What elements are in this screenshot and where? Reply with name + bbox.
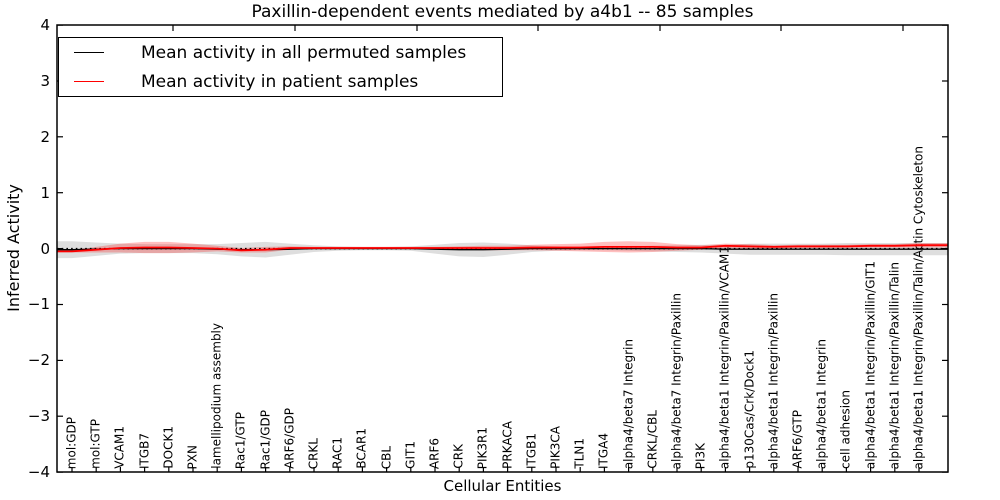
patient-mean-line bbox=[57, 244, 948, 253]
y-tick-label: −4 bbox=[27, 463, 50, 482]
legend-item-patient: Mean activity in patient samples bbox=[74, 72, 502, 92]
legend-item-permuted: Mean activity in all permuted samples bbox=[74, 43, 502, 63]
y-tick-label: 1 bbox=[40, 183, 50, 202]
y-tick-label: 3 bbox=[40, 71, 50, 90]
legend-line-permuted-icon bbox=[74, 52, 104, 53]
y-tick-label: −1 bbox=[27, 295, 50, 314]
y-tick-label: −2 bbox=[27, 351, 50, 370]
legend-label-permuted: Mean activity in all permuted samples bbox=[141, 42, 467, 63]
chart-title: Paxillin-dependent events mediated by a4… bbox=[251, 2, 754, 22]
plot-frame bbox=[56, 24, 949, 473]
y-tick-label: −3 bbox=[27, 407, 50, 426]
y-tick-label: 4 bbox=[40, 16, 50, 35]
x-axis-label: Cellular Entities bbox=[443, 477, 562, 495]
y-tick-label: 0 bbox=[40, 239, 50, 258]
y-tick-label: 2 bbox=[40, 127, 50, 146]
legend: Mean activity in all permuted samples Me… bbox=[58, 37, 503, 97]
legend-label-patient: Mean activity in patient samples bbox=[141, 71, 419, 92]
legend-line-patient-icon bbox=[74, 81, 104, 82]
